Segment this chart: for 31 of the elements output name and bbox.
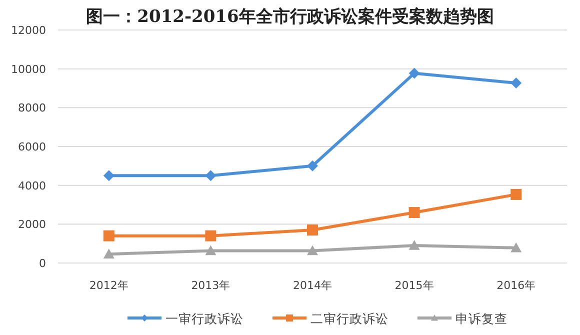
y-tick-label: 8000: [18, 102, 46, 115]
y-tick-label: 2000: [18, 218, 46, 232]
x-tick-label: 2014年: [293, 279, 332, 292]
point: [307, 160, 318, 172]
point: [205, 230, 216, 242]
x-tick-label: 2015年: [394, 279, 434, 292]
x-tick-label: 2016年: [496, 279, 536, 292]
x-tick-label: 2012年: [89, 279, 128, 292]
legend-label: 申诉复查: [456, 311, 508, 326]
point: [307, 224, 318, 236]
point: [510, 242, 522, 252]
legend-label: 一审行政诉讼: [166, 311, 244, 326]
point: [103, 170, 114, 182]
y-tick-label: 10000: [11, 62, 46, 76]
point: [408, 207, 420, 218]
point: [103, 230, 114, 242]
point: [510, 78, 522, 89]
point: [205, 170, 216, 182]
chart-title: 图一：2012-2016年全市行政诉讼案件受案数趋势图: [86, 6, 494, 27]
y-tick-label: 12000: [11, 24, 46, 37]
point: [307, 245, 318, 256]
point: [510, 188, 522, 200]
point: [408, 68, 420, 79]
x-tick-label: 2013年: [191, 279, 230, 292]
point: [205, 245, 216, 256]
point: [408, 240, 420, 250]
y-tick-label: 4000: [18, 179, 46, 192]
legend-label: 二审行政诉讼: [310, 311, 388, 326]
y-tick-label: 0: [39, 257, 46, 270]
point: [103, 248, 114, 258]
y-tick-label: 6000: [18, 140, 46, 154]
